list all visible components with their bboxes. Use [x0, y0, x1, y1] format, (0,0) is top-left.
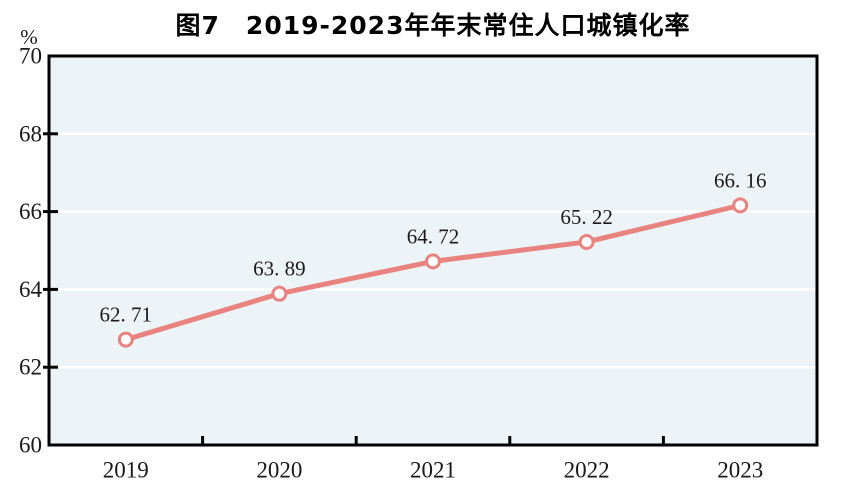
data-point-marker-2020 [271, 285, 288, 302]
x-axis-label-2021: 2021 [410, 458, 456, 483]
y-axis-label-62: 62 [19, 355, 42, 380]
data-point-label-2023: 66. 16 [714, 168, 767, 192]
data-point-marker-2021 [425, 253, 441, 270]
x-axis-label-2020: 2020 [256, 458, 302, 483]
plot-frame [47, 54, 819, 447]
data-point-marker-2023 [732, 197, 749, 214]
y-axis-unit-label: % [20, 25, 38, 49]
y-axis-label-66: 66 [19, 199, 42, 224]
data-point-label-2019: 62. 71 [100, 303, 153, 327]
x-axis-label-2022: 2022 [564, 458, 610, 483]
data-point-marker-2019 [117, 331, 134, 348]
plot-area-background [49, 56, 817, 445]
x-axis-label-2023: 2023 [717, 458, 763, 483]
x-axis-label-2019: 2019 [103, 458, 149, 483]
data-point-label-2021: 64. 72 [407, 224, 460, 248]
y-axis-label-60: 60 [19, 433, 42, 458]
y-axis-label-64: 64 [19, 277, 43, 302]
data-point-marker-2022 [578, 233, 595, 250]
chart-title: 图7 2019-2023年年末常住人口城镇化率 [175, 11, 691, 40]
y-axis-label-68: 68 [19, 121, 42, 146]
data-point-label-2020: 63. 89 [253, 257, 306, 281]
y-axis-label-70: 70 [19, 44, 42, 69]
data-point-label-2022: 65. 22 [560, 205, 613, 229]
